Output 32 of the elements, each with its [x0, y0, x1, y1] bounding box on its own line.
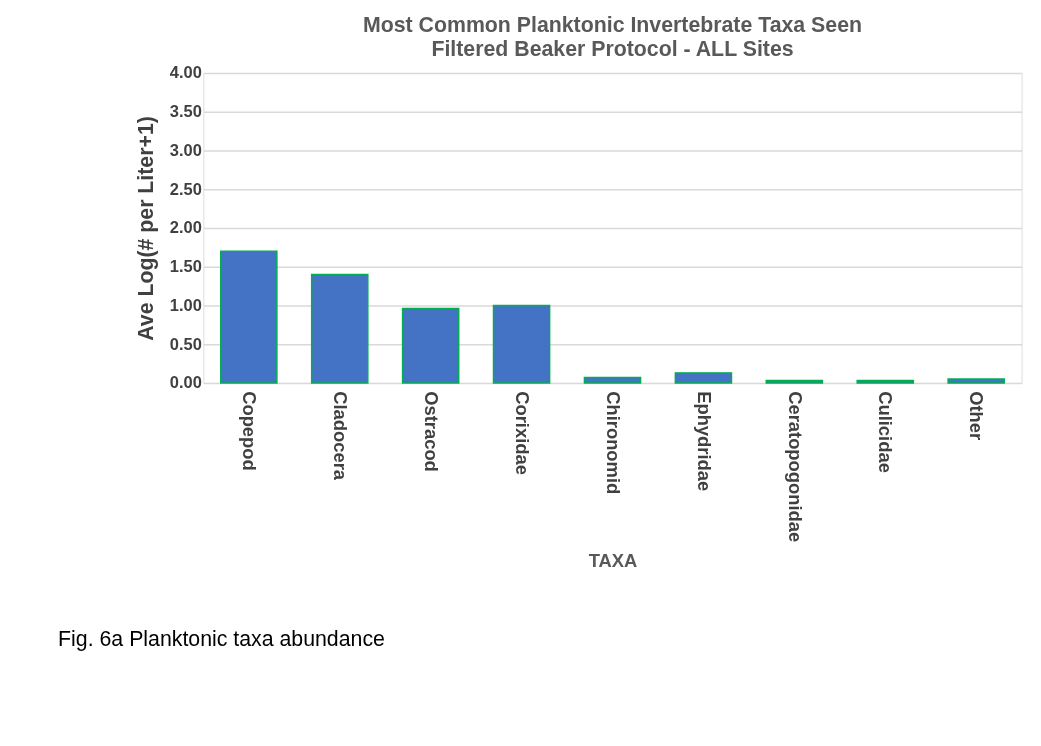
x-tick-label: Ostracod [420, 391, 442, 472]
x-tick-label: Culicidae [875, 391, 897, 473]
bar [947, 378, 1005, 384]
text: Filtered Beaker Protocol - ALL Sites [431, 36, 794, 61]
caption: Fig. 6a Planktonic taxa abundance [58, 627, 385, 652]
bar [583, 376, 642, 384]
bar [856, 379, 915, 384]
y-tick-label: 0.50 [169, 334, 202, 353]
bar [674, 372, 733, 384]
y-tick-label: 2.50 [169, 179, 202, 198]
y-tick-label: 3.50 [169, 102, 202, 121]
y-axis-title: Ave Log(# per Liter+1) [134, 116, 159, 341]
y-tick-label: 0.00 [169, 373, 202, 392]
x-tick-label: Cladocera [329, 391, 351, 481]
y-tick-label: 1.50 [169, 257, 202, 276]
x-tick-label: Chironomid [602, 391, 624, 495]
y-tick-label: 4.00 [169, 63, 202, 82]
bar [220, 250, 278, 384]
x-tick-label: Other [966, 391, 988, 441]
text: Most Common Planktonic Invertebrate Taxa Seen [362, 13, 863, 38]
bar [492, 304, 551, 384]
y-tick-label: 3.00 [169, 140, 202, 159]
x-tick-label: Corixidae [511, 391, 533, 475]
x-tick-label: Ceratopogonidae [784, 391, 806, 543]
y-tick-label: 1.00 [169, 295, 202, 314]
bar [765, 379, 824, 384]
x-axis-title: TAXA [588, 549, 638, 571]
x-tick-label: Copepod [239, 391, 261, 471]
x-tick-label: Ephydridae [693, 391, 715, 492]
y-tick-label: 2.00 [169, 218, 202, 237]
bar [310, 273, 369, 384]
bar [401, 307, 460, 384]
